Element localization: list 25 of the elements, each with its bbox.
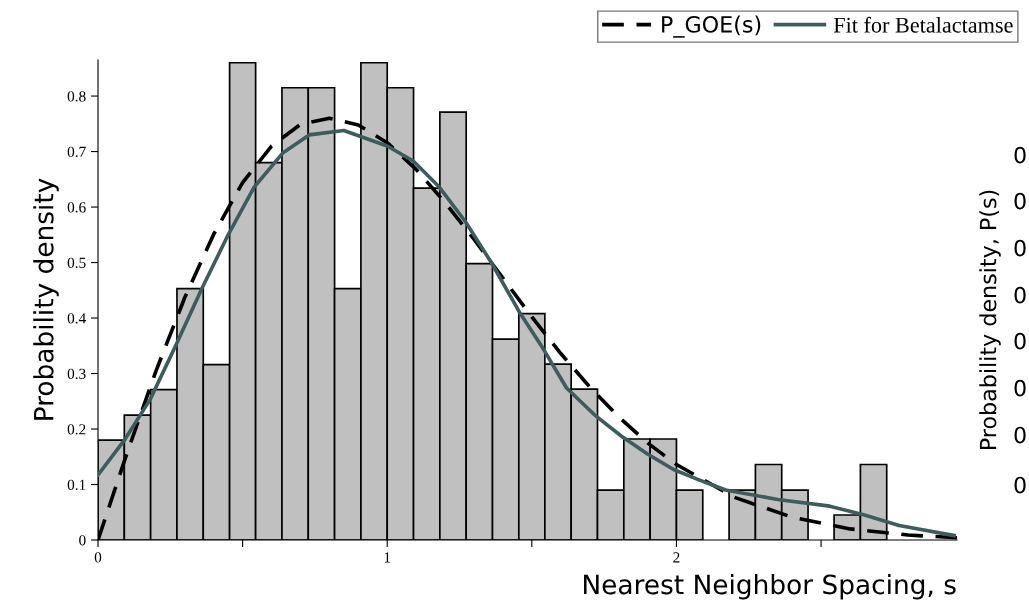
text: 0 xyxy=(1014,379,1026,397)
x-tick-label: 1 xyxy=(384,552,391,563)
y-tick-label: 0.4 xyxy=(67,313,86,324)
x-axis-title: Nearest Neighbor Spacing, s xyxy=(584,573,956,600)
text: 0 xyxy=(1014,476,1026,494)
legend-label: P_GOE(s) xyxy=(662,15,761,38)
text: 0 xyxy=(1014,239,1026,257)
text: 0 xyxy=(1014,332,1026,350)
y-tick-label: 0.1 xyxy=(67,479,86,491)
y-axis-title: Probability density xyxy=(33,178,59,420)
text: 0 xyxy=(1014,286,1026,304)
y-tick-label: 0 xyxy=(79,535,86,546)
legend-label: Fit for Betalactamse xyxy=(833,16,1013,33)
text: 0 xyxy=(1014,146,1026,164)
x-tick-label: 0 xyxy=(94,552,102,563)
y-tick-label: 0.7 xyxy=(67,146,86,158)
y-tick-label: 0.2 xyxy=(67,424,86,435)
text: Probability density, P(s) xyxy=(979,190,1001,450)
text: 0 xyxy=(1014,192,1026,210)
y-tick-label: 0.3 xyxy=(67,368,86,380)
y-tick-label: 0.8 xyxy=(67,91,86,102)
x-tick-label: 2 xyxy=(673,552,680,563)
y-tick-label: 0.6 xyxy=(67,202,86,213)
text: 0 xyxy=(1014,426,1026,444)
y-tick-label: 0.5 xyxy=(67,257,86,269)
